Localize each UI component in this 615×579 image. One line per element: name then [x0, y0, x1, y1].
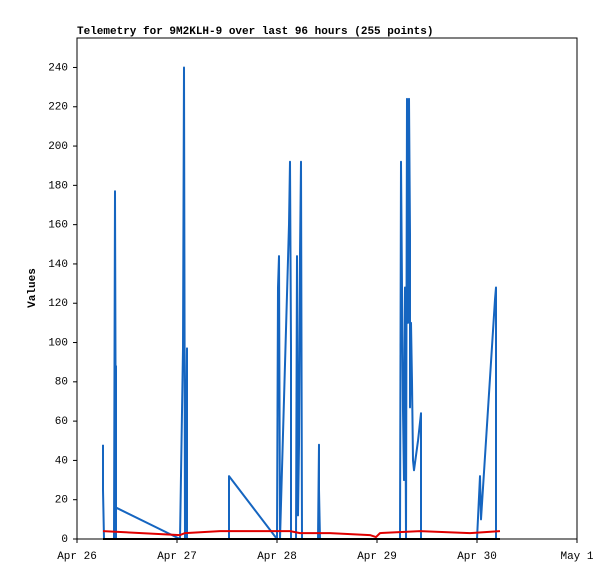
series-line — [102, 530, 501, 539]
y-tick-label: 120 — [48, 298, 68, 310]
y-tick-label: 80 — [55, 377, 68, 389]
y-tick-label: 60 — [55, 416, 68, 428]
x-tick-label: Apr 27 — [157, 551, 197, 563]
x-tick-label: Apr 30 — [457, 551, 497, 563]
y-tick-label: 0 — [61, 534, 68, 546]
y-tick-label: 160 — [48, 220, 68, 232]
y-tick-label: 100 — [48, 337, 68, 349]
y-tick-label: 200 — [48, 141, 68, 153]
y-tick-label: 220 — [48, 102, 68, 114]
y-axis-label: Values — [27, 268, 39, 308]
chart-title: Telemetry for 9M2KLH-9 over last 96 hour… — [77, 26, 433, 38]
y-tick-label: 240 — [48, 62, 68, 74]
plot-frame — [76, 37, 578, 540]
y-tick-label: 20 — [55, 495, 68, 507]
y-tick-label: 140 — [48, 259, 68, 271]
y-tick-label: 40 — [55, 455, 68, 467]
series-line — [102, 66, 497, 540]
x-tick-label: Apr 29 — [357, 551, 397, 563]
y-tick-label: 180 — [48, 180, 68, 192]
x-tick-label: Apr 28 — [257, 551, 297, 563]
x-tick-label: Apr 26 — [57, 551, 97, 563]
x-tick-label: May 1 — [560, 551, 593, 563]
